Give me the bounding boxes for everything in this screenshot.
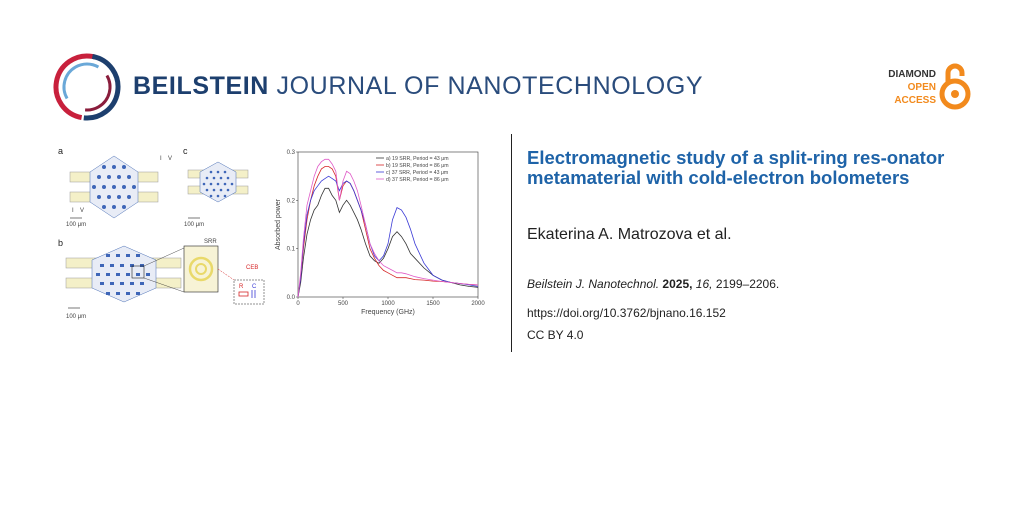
label-v-bottom: V [80, 208, 84, 214]
citation-pages: 2199–2206. [715, 277, 780, 291]
y-tick-label: 0.3 [287, 150, 296, 156]
legend-entry-d: d) 37 SRR, Period = 86 μm [386, 177, 449, 183]
scale-bar-c: 100 μm [184, 222, 204, 228]
panel-label-a: a [58, 146, 63, 156]
oa-access: ACCESS [894, 95, 936, 106]
license-label: CC BY 4.0 [527, 328, 584, 342]
panel-label-c: c [183, 146, 188, 156]
scale-bar-b: 100 μm [66, 314, 86, 320]
oa-open: OPEN [907, 82, 936, 93]
r-label: R [239, 284, 244, 290]
legend-entry-a: a) 19 SRR, Period = 43 μm [386, 156, 449, 162]
panel-c-device [187, 161, 249, 203]
journal-abbrev: Beilstein J. Nanotechnol. [527, 277, 660, 291]
legend-entry-c: c) 37 SRR, Period = 43 μm [386, 170, 448, 176]
c-label: C [252, 284, 257, 290]
journal-logo-ring [53, 53, 121, 121]
x-tick-label: 2000 [471, 301, 485, 307]
label-v-top: V [168, 156, 172, 162]
article-citation: Beilstein J. Nanotechnol. 2025, 16, 2199… [527, 277, 779, 291]
label-i-bottom: I [72, 208, 74, 214]
journal-name-bold: BEILSTEIN [133, 72, 269, 100]
y-axis-label: Absorbed power [275, 198, 282, 250]
ceb-label: CEB [246, 265, 258, 271]
x-axis-label: Frequency (GHz) [361, 309, 415, 316]
citation-year: 2025, [662, 277, 693, 291]
doi-link[interactable]: https://doi.org/10.3762/bjnano.16.152 [527, 306, 726, 320]
x-tick-label: 1000 [381, 301, 395, 307]
citation-volume: 16, [695, 277, 713, 291]
article-authors: Ekaterina A. Matrozova et al. [527, 226, 732, 243]
legend-entry-b: b) 19 SRR, Period = 86 μm [386, 163, 449, 169]
panel-a-device [69, 155, 159, 219]
y-tick-label: 0.2 [287, 198, 296, 204]
series-line-c [297, 175, 479, 298]
x-tick-label: 0 [296, 301, 300, 307]
srr-label: SRR [204, 239, 217, 245]
y-tick-label: 0.0 [287, 295, 296, 301]
x-tick-label: 1500 [426, 301, 440, 307]
series-line-d [297, 158, 479, 298]
journal-name-light: JOURNAL OF NANOTECHNOLOGY [276, 72, 704, 100]
x-tick-label: 500 [338, 301, 349, 307]
series-line-b [297, 166, 479, 298]
graphical-abstract: a I V I V 100 μm c 100 μm b [58, 146, 485, 320]
vertical-divider [511, 134, 512, 352]
oa-diamond: DIAMOND [888, 69, 936, 80]
panel-label-b: b [58, 238, 63, 248]
article-title: Electromagnetic study of a split-ring re… [527, 147, 945, 188]
y-tick-label: 0.1 [287, 247, 296, 253]
scale-bar-a: 100 μm [66, 222, 86, 228]
label-i-top: I [160, 156, 162, 162]
open-access-lock-icon [939, 63, 971, 110]
journal-name: BEILSTEIN JOURNAL OF NANOTECHNOLOGY [133, 72, 703, 101]
series-line-a [297, 187, 479, 298]
panel-b-device [65, 245, 265, 305]
open-access-label: DIAMOND OPEN ACCESS [878, 68, 936, 107]
absorption-chart: 0 500 1000 1500 2000 0.0 0.1 0.2 0.3 Frequency (G… [275, 150, 485, 316]
